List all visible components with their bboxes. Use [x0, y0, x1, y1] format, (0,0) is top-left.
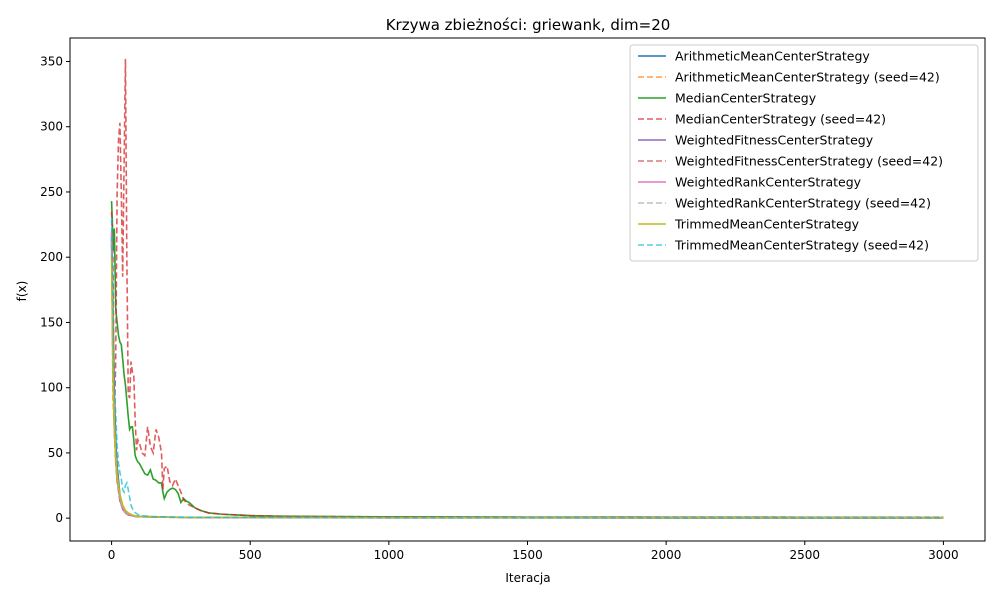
legend-label-9: TrimmedMeanCenterStrategy (seed=42) — [674, 238, 929, 253]
series-line-9 — [110, 218, 944, 519]
y-tick-label: 250 — [40, 185, 63, 199]
y-tick-label: 150 — [40, 315, 63, 329]
x-tick-label: 3000 — [928, 548, 959, 562]
x-axis-label: Iteracja — [505, 571, 550, 585]
series-line-7 — [110, 241, 944, 519]
series-line-0 — [110, 237, 944, 519]
x-tick-label: 2500 — [789, 548, 820, 562]
chart-title: Krzywa zbieżności: griewank, dim=20 — [386, 16, 671, 34]
x-tick-label: 1500 — [512, 548, 543, 562]
y-tick-label: 100 — [40, 381, 63, 395]
legend-label-0: ArithmeticMeanCenterStrategy — [675, 49, 870, 64]
x-tick-label: 2000 — [651, 548, 682, 562]
legend-label-6: WeightedRankCenterStrategy — [675, 175, 862, 190]
legend-label-4: WeightedFitnessCenterStrategy — [675, 133, 874, 148]
y-tick-label: 50 — [48, 446, 63, 460]
y-tick-label: 300 — [40, 120, 63, 134]
legend-box — [629, 44, 979, 262]
y-tick-label: 350 — [40, 54, 63, 68]
series-line-6 — [110, 231, 944, 519]
series-layer — [110, 58, 944, 519]
y-axis-label: f(x) — [15, 281, 29, 302]
legend-label-3: MedianCenterStrategy (seed=42) — [675, 112, 886, 127]
series-line-3 — [110, 58, 944, 519]
series-line-1 — [110, 250, 944, 519]
legend-label-5: WeightedFitnessCenterStrategy (seed=42) — [675, 154, 943, 169]
x-tick-label: 0 — [108, 548, 116, 562]
x-tick-label: 1000 — [374, 548, 405, 562]
legend: ArithmeticMeanCenterStrategy ArithmeticMe… — [629, 44, 979, 262]
legend-label-1: ArithmeticMeanCenterStrategy (seed=42) — [675, 70, 940, 85]
axes-layer: 0 500 1000 1500 2000 2500 3000 0 50 100 150 200 250 3… — [40, 37, 986, 562]
series-line-8 — [110, 257, 944, 519]
series-line-4 — [110, 233, 944, 519]
legend-label-8: TrimmedMeanCenterStrategy — [674, 217, 860, 232]
y-tick-label: 200 — [40, 250, 63, 264]
legend-label-7: WeightedRankCenterStrategy (seed=42) — [675, 196, 931, 211]
y-tick-label: 0 — [55, 511, 63, 525]
legend-label-2: MedianCenterStrategy — [675, 91, 817, 106]
series-line-5 — [110, 244, 944, 519]
x-tick-label: 500 — [239, 548, 262, 562]
